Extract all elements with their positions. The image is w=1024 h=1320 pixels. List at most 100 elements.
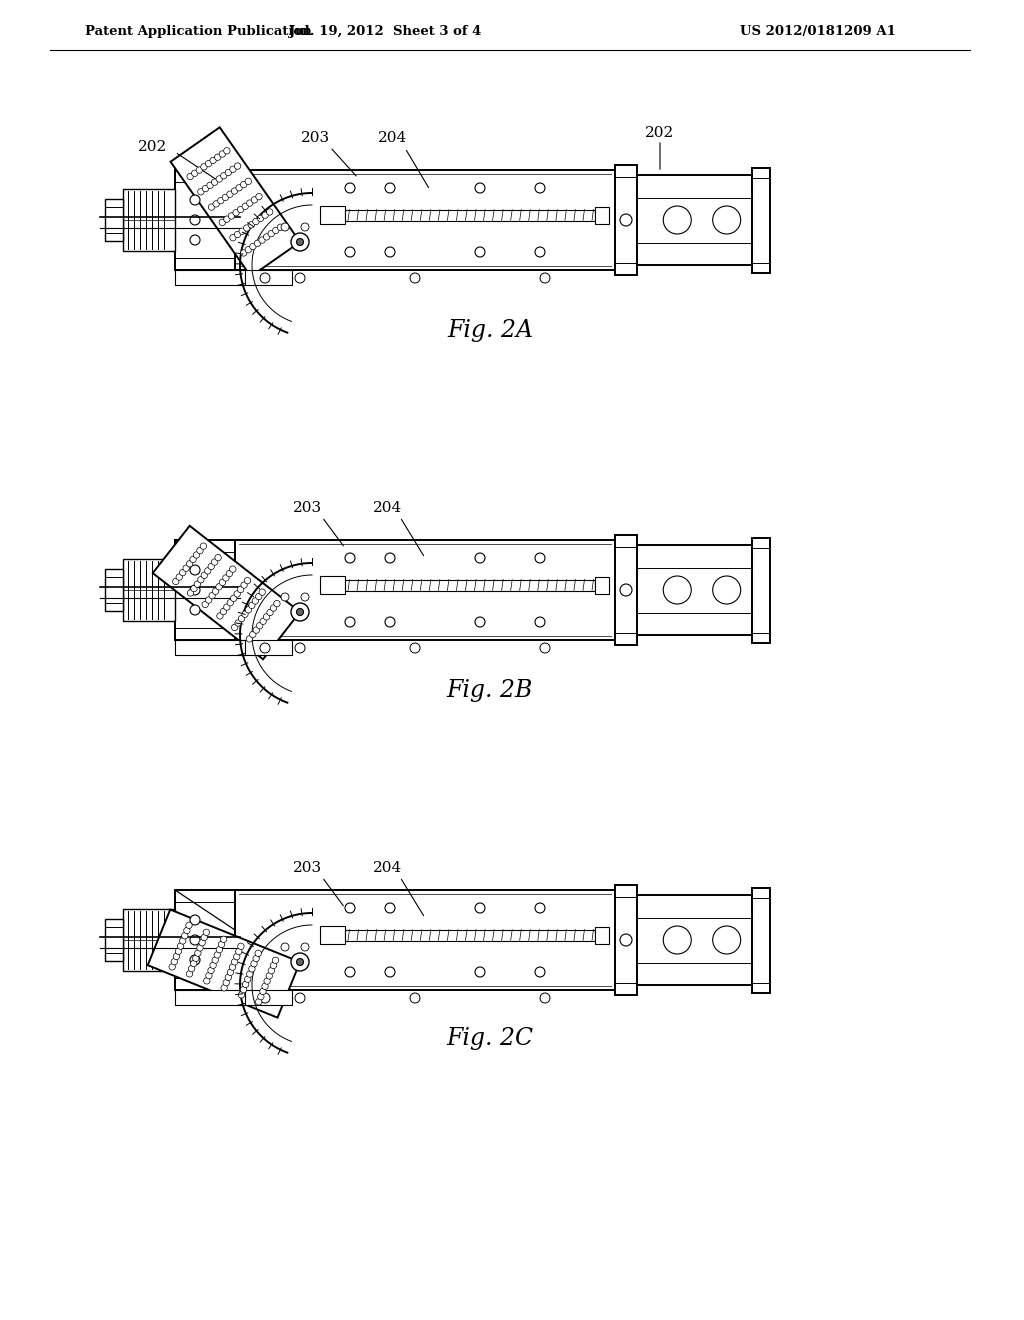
- Circle shape: [219, 579, 225, 586]
- Bar: [752, 537, 770, 643]
- Circle shape: [212, 957, 218, 964]
- Circle shape: [385, 247, 395, 257]
- Circle shape: [183, 928, 190, 933]
- Circle shape: [247, 972, 253, 977]
- Circle shape: [186, 561, 193, 568]
- Circle shape: [173, 953, 179, 960]
- Circle shape: [252, 598, 258, 605]
- Circle shape: [238, 206, 244, 213]
- Circle shape: [248, 222, 255, 228]
- Circle shape: [535, 183, 545, 193]
- Bar: [175, 540, 234, 640]
- Circle shape: [385, 183, 395, 193]
- Circle shape: [268, 968, 274, 974]
- Bar: [752, 887, 770, 993]
- Circle shape: [219, 219, 225, 226]
- Circle shape: [257, 215, 264, 222]
- Circle shape: [620, 935, 632, 946]
- Circle shape: [227, 969, 233, 975]
- Circle shape: [535, 553, 545, 564]
- Circle shape: [215, 554, 221, 561]
- Circle shape: [260, 989, 266, 995]
- Circle shape: [229, 566, 236, 573]
- Circle shape: [190, 215, 200, 224]
- Circle shape: [236, 948, 242, 954]
- Text: Fig. 2A: Fig. 2A: [447, 318, 534, 342]
- Circle shape: [195, 950, 201, 956]
- Circle shape: [206, 597, 212, 603]
- Circle shape: [267, 610, 273, 615]
- Circle shape: [295, 993, 305, 1003]
- Circle shape: [193, 956, 199, 961]
- Bar: [237, 640, 292, 655]
- Circle shape: [208, 968, 214, 974]
- Circle shape: [272, 227, 279, 234]
- Circle shape: [540, 993, 550, 1003]
- Bar: [319, 927, 345, 944]
- Circle shape: [217, 198, 224, 203]
- Circle shape: [221, 985, 227, 991]
- Circle shape: [245, 247, 252, 253]
- Circle shape: [213, 201, 219, 207]
- Circle shape: [664, 576, 691, 605]
- Text: 204: 204: [374, 861, 402, 875]
- Circle shape: [188, 965, 195, 972]
- Circle shape: [345, 247, 355, 257]
- Circle shape: [209, 593, 215, 599]
- Bar: [123, 189, 175, 251]
- Circle shape: [222, 194, 228, 201]
- Circle shape: [713, 206, 740, 234]
- Circle shape: [217, 612, 223, 619]
- Circle shape: [301, 223, 309, 231]
- Circle shape: [190, 195, 200, 205]
- Circle shape: [225, 974, 231, 981]
- Circle shape: [385, 616, 395, 627]
- Circle shape: [208, 203, 215, 210]
- Circle shape: [242, 203, 249, 210]
- Circle shape: [345, 553, 355, 564]
- Circle shape: [260, 618, 266, 624]
- Circle shape: [229, 964, 236, 970]
- Circle shape: [345, 968, 355, 977]
- Circle shape: [190, 565, 200, 576]
- Polygon shape: [171, 127, 300, 276]
- Bar: [237, 271, 292, 285]
- Bar: [175, 890, 234, 990]
- Polygon shape: [147, 909, 300, 1018]
- Text: Fig. 2C: Fig. 2C: [446, 1027, 534, 1049]
- Circle shape: [245, 607, 252, 612]
- Circle shape: [258, 994, 264, 999]
- Circle shape: [236, 185, 243, 191]
- Circle shape: [216, 583, 222, 590]
- Circle shape: [242, 611, 248, 618]
- Circle shape: [223, 979, 229, 986]
- Circle shape: [297, 958, 303, 965]
- Circle shape: [211, 558, 218, 565]
- Circle shape: [212, 587, 219, 594]
- Circle shape: [219, 150, 225, 157]
- Circle shape: [238, 942, 244, 949]
- Circle shape: [238, 586, 244, 593]
- Circle shape: [247, 199, 253, 206]
- Circle shape: [228, 213, 234, 219]
- Bar: [175, 990, 245, 1005]
- Circle shape: [198, 577, 204, 583]
- Circle shape: [204, 978, 210, 985]
- Circle shape: [268, 231, 274, 236]
- Circle shape: [249, 966, 255, 972]
- Circle shape: [245, 577, 251, 583]
- Circle shape: [203, 929, 210, 936]
- Circle shape: [190, 960, 197, 966]
- Circle shape: [198, 189, 204, 195]
- Circle shape: [197, 166, 203, 173]
- Circle shape: [190, 605, 200, 615]
- Circle shape: [295, 643, 305, 653]
- Bar: [615, 165, 637, 275]
- Bar: [615, 884, 637, 995]
- Circle shape: [179, 937, 186, 944]
- Circle shape: [345, 183, 355, 193]
- Circle shape: [222, 574, 229, 581]
- Circle shape: [255, 950, 261, 957]
- Circle shape: [475, 616, 485, 627]
- Text: Patent Application Publication: Patent Application Publication: [85, 25, 311, 38]
